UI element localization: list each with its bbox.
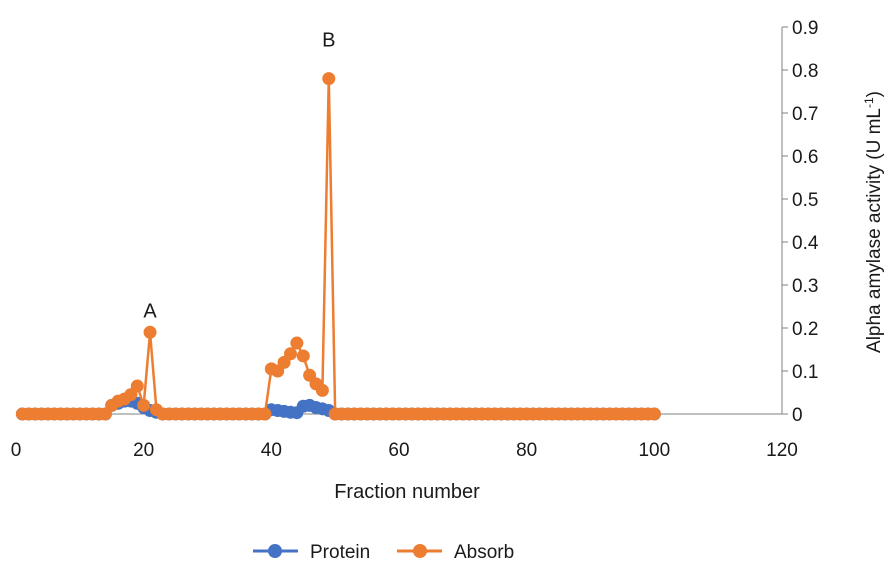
y-axis-label-main: Alpha amylase activity (U mL <box>864 108 885 353</box>
y-axis-label: Alpha amylase activity (U mL-1) <box>862 91 885 353</box>
x-tick-label: 40 <box>261 440 282 461</box>
y-tick-label: 0.3 <box>792 276 818 297</box>
y-tick-label: 0.1 <box>792 362 818 383</box>
y-tick-label: 0.8 <box>792 61 818 82</box>
legend-absorb-marker <box>413 544 427 558</box>
y-tick-label: 0.2 <box>792 319 818 340</box>
y-axis-ticks: 0 0.1 0.2 0.3 0.4 0.5 0.6 0.7 0.8 0.9 <box>782 18 819 426</box>
y-tick-label: 0 <box>792 405 803 426</box>
y-tick-label: 0.4 <box>792 233 819 254</box>
y-tick-label: 0.7 <box>792 104 818 125</box>
data-point-absorb <box>290 336 304 350</box>
annotation-label: B <box>322 29 335 51</box>
series-absorb <box>15 72 661 421</box>
annotation-layer: AB <box>143 29 335 322</box>
data-point-absorb <box>130 379 144 393</box>
x-tick-label: 80 <box>516 440 537 461</box>
y-axis-label-superscript: -1 <box>862 97 876 108</box>
data-point-absorb <box>647 407 661 421</box>
series-line-absorb <box>22 77 655 416</box>
plot-area: 0 20 40 60 80 100 120 0 0.1 0.2 0.3 0.4 0.5 0.6 0.7 0.… <box>11 18 819 461</box>
series-layer <box>15 72 661 421</box>
data-point-absorb <box>283 347 297 361</box>
legend: Protein Absorb <box>253 542 514 562</box>
legend-item-protein: Protein <box>253 542 370 562</box>
legend-item-absorb: Absorb <box>397 542 514 562</box>
x-tick-label: 60 <box>388 440 409 461</box>
y-axis-label-close: ) <box>864 91 885 97</box>
x-tick-label: 100 <box>638 440 670 461</box>
x-tick-label: 20 <box>133 440 154 461</box>
x-axis-label: Fraction number <box>334 481 480 503</box>
y-tick-label: 0.9 <box>792 18 818 39</box>
data-point-absorb <box>137 398 151 412</box>
annotation-label: A <box>143 300 157 322</box>
legend-protein-marker <box>268 544 282 558</box>
y-tick-label: 0.6 <box>792 147 818 168</box>
legend-absorb-label: Absorb <box>454 542 514 562</box>
x-tick-label: 120 <box>766 440 798 461</box>
data-point-absorb <box>143 325 157 339</box>
data-point-absorb <box>296 349 310 363</box>
legend-protein-label: Protein <box>310 542 370 562</box>
data-point-absorb <box>258 407 272 421</box>
data-point-absorb <box>315 383 329 397</box>
x-tick-label: 0 <box>11 440 22 461</box>
data-point-absorb <box>322 72 336 86</box>
x-axis-ticks: 0 20 40 60 80 100 120 <box>11 440 798 461</box>
y-tick-label: 0.5 <box>792 190 818 211</box>
